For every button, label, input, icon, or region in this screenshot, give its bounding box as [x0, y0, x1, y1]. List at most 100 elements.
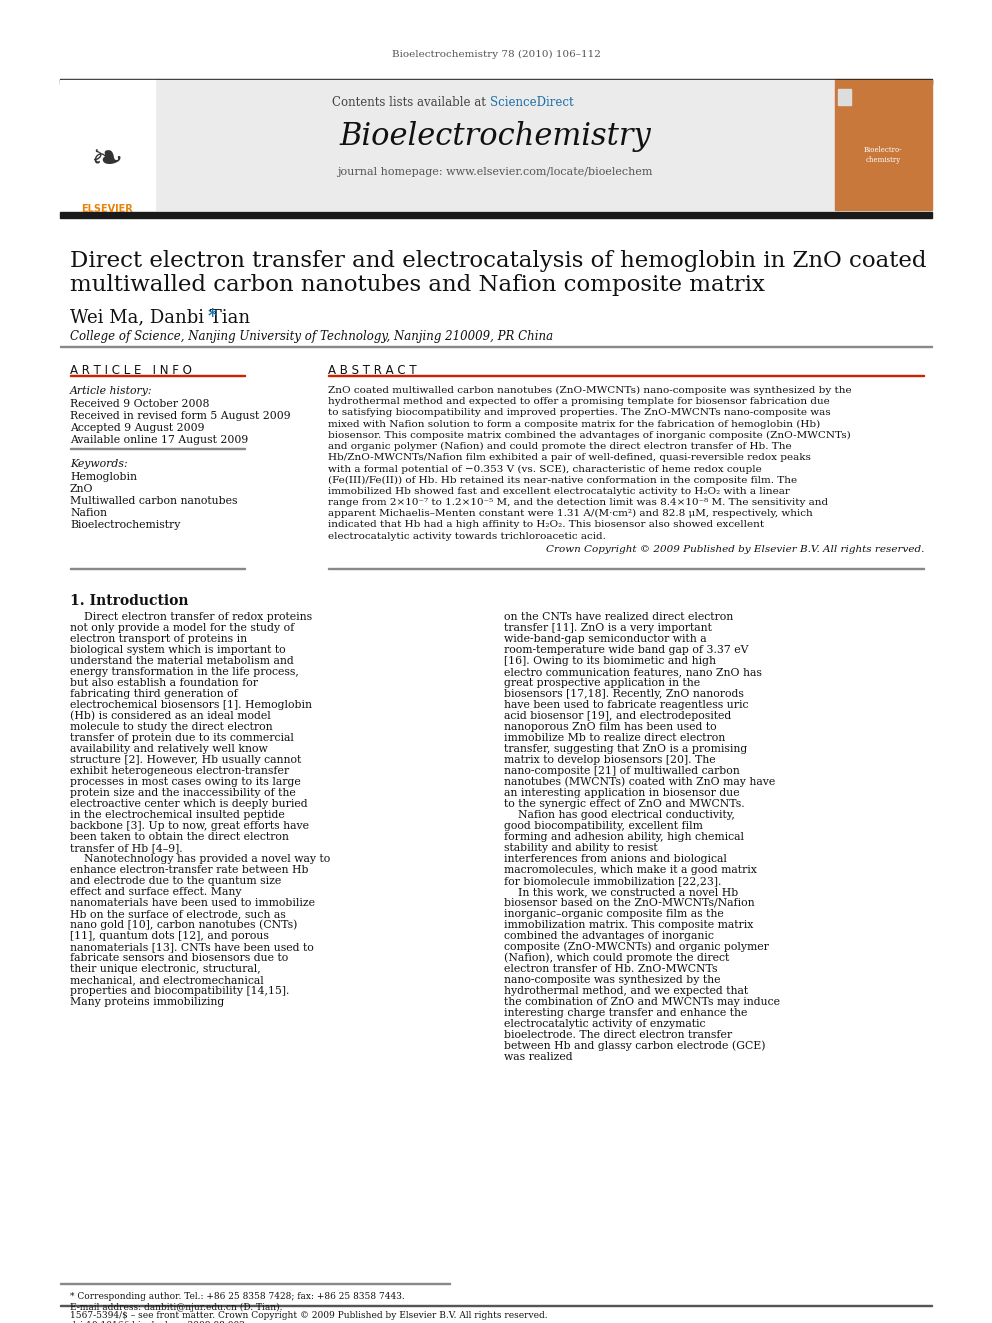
Text: A R T I C L E   I N F O: A R T I C L E I N F O	[70, 364, 191, 377]
Text: (Hb) is considered as an ideal model: (Hb) is considered as an ideal model	[70, 710, 271, 721]
Text: electro communication features, nano ZnO has: electro communication features, nano ZnO…	[504, 667, 762, 677]
Bar	[155, 79, 835, 210]
Bar	[838, 89, 851, 105]
Text: properties and biocompatibility [14,15].: properties and biocompatibility [14,15].	[70, 986, 290, 996]
Text: to the synergic effect of ZnO and MWCNTs.: to the synergic effect of ZnO and MWCNTs…	[504, 799, 745, 808]
Text: electrocatalytic activity towards trichloroacetic acid.: electrocatalytic activity towards trichl…	[328, 532, 606, 541]
Bar	[60, 212, 932, 218]
Text: Bioelectrochemistry: Bioelectrochemistry	[339, 122, 651, 152]
Text: biosensor based on the ZnO-MWCNTs/Nafion: biosensor based on the ZnO-MWCNTs/Nafion	[504, 898, 755, 908]
Text: electrochemical biosensors [1]. Hemoglobin: electrochemical biosensors [1]. Hemoglob…	[70, 700, 312, 710]
Text: good biocompatibility, excellent film: good biocompatibility, excellent film	[504, 820, 703, 831]
Text: Crown Copyright © 2009 Published by Elsevier B.V. All rights reserved.: Crown Copyright © 2009 Published by Else…	[546, 545, 924, 554]
Text: College of Science, Nanjing University of Technology, Nanjing 210009, PR China: College of Science, Nanjing University o…	[70, 329, 554, 343]
Text: Many proteins immobilizing: Many proteins immobilizing	[70, 996, 224, 1007]
Text: electrocatalytic activity of enzymatic: electrocatalytic activity of enzymatic	[504, 1019, 705, 1029]
Text: interferences from anions and biological: interferences from anions and biological	[504, 853, 727, 864]
Text: biosensors [17,18]. Recently, ZnO nanorods: biosensors [17,18]. Recently, ZnO nanoro…	[504, 689, 744, 699]
Text: apparent Michaelis–Menten constant were 1.31 A/(M·cm²) and 82.8 μM, respectively: apparent Michaelis–Menten constant were …	[328, 509, 812, 519]
Text: fabricating third generation of: fabricating third generation of	[70, 689, 238, 699]
Text: Keywords:: Keywords:	[70, 459, 128, 468]
Text: Hb on the surface of electrode, such as: Hb on the surface of electrode, such as	[70, 909, 286, 918]
Text: great prospective application in the: great prospective application in the	[504, 677, 700, 688]
Text: immobilization matrix. This composite matrix: immobilization matrix. This composite ma…	[504, 919, 753, 930]
Text: E-mail address: danbiti@njur.edu.cn (D. Tian).: E-mail address: danbiti@njur.edu.cn (D. …	[70, 1303, 283, 1312]
Text: in the electrochemical insulted peptide: in the electrochemical insulted peptide	[70, 810, 285, 820]
Text: ZnO: ZnO	[70, 484, 93, 493]
Text: macromolecules, which make it a good matrix: macromolecules, which make it a good mat…	[504, 865, 757, 875]
Text: Nanotechnology has provided a novel way to: Nanotechnology has provided a novel way …	[70, 853, 330, 864]
Text: availability and relatively well know: availability and relatively well know	[70, 744, 268, 754]
Text: structure [2]. However, Hb usually cannot: structure [2]. However, Hb usually canno…	[70, 755, 302, 765]
Text: ❧: ❧	[90, 142, 123, 179]
Text: Direct electron transfer and electrocatalysis of hemoglobin in ZnO coated: Direct electron transfer and electrocata…	[70, 250, 927, 273]
Text: wide-band-gap semiconductor with a: wide-band-gap semiconductor with a	[504, 634, 706, 644]
Text: *: *	[208, 308, 217, 325]
Text: biological system which is important to: biological system which is important to	[70, 644, 286, 655]
Text: Available online 17 August 2009: Available online 17 August 2009	[70, 435, 248, 445]
Text: hydrothermal method and expected to offer a promising template for biosensor fab: hydrothermal method and expected to offe…	[328, 397, 829, 406]
Text: with a formal potential of −0.353 V (vs. SCE), characteristic of heme redox coup: with a formal potential of −0.353 V (vs.…	[328, 464, 762, 474]
Text: acid biosensor [19], and electrodeposited: acid biosensor [19], and electrodeposite…	[504, 710, 731, 721]
Text: nanomaterials [13]. CNTs have been used to: nanomaterials [13]. CNTs have been used …	[70, 942, 313, 951]
Text: Nafion has good electrical conductivity,: Nafion has good electrical conductivity,	[504, 810, 735, 820]
Text: 1567-5394/$ – see front matter. Crown Copyright © 2009 Published by Elsevier B.V: 1567-5394/$ – see front matter. Crown Co…	[70, 1311, 548, 1320]
Text: on the CNTs have realized direct electron: on the CNTs have realized direct electro…	[504, 611, 733, 622]
Text: mixed with Nafion solution to form a composite matrix for the fabrication of hem: mixed with Nafion solution to form a com…	[328, 419, 820, 429]
Text: composite (ZnO-MWCNTs) and organic polymer: composite (ZnO-MWCNTs) and organic polym…	[504, 942, 769, 953]
Text: been taken to obtain the direct electron: been taken to obtain the direct electron	[70, 832, 289, 841]
Text: A B S T R A C T: A B S T R A C T	[328, 364, 417, 377]
Text: transfer, suggesting that ZnO is a promising: transfer, suggesting that ZnO is a promi…	[504, 744, 747, 754]
Text: Multiwalled carbon nanotubes: Multiwalled carbon nanotubes	[70, 496, 237, 505]
Bar	[328, 374, 924, 376]
Text: matrix to develop biosensors [20]. The: matrix to develop biosensors [20]. The	[504, 755, 715, 765]
Text: but also establish a foundation for: but also establish a foundation for	[70, 677, 258, 688]
Text: journal homepage: www.elsevier.com/locate/bioelechem: journal homepage: www.elsevier.com/locat…	[337, 167, 653, 177]
Text: nanomaterials have been used to immobilize: nanomaterials have been used to immobili…	[70, 898, 315, 908]
Text: nano-composite was synthesized by the: nano-composite was synthesized by the	[504, 975, 720, 984]
Text: doi:10.1016/j.bioelechem.2009.08.002: doi:10.1016/j.bioelechem.2009.08.002	[70, 1320, 246, 1323]
Text: the combination of ZnO and MWCNTs may induce: the combination of ZnO and MWCNTs may in…	[504, 996, 780, 1007]
Text: inorganic–organic composite film as the: inorganic–organic composite film as the	[504, 909, 724, 918]
Text: not only provide a model for the study of: not only provide a model for the study o…	[70, 623, 295, 632]
Text: bioelectrode. The direct electron transfer: bioelectrode. The direct electron transf…	[504, 1029, 732, 1040]
Text: (Nafion), which could promote the direct: (Nafion), which could promote the direct	[504, 953, 729, 963]
Text: forming and adhesion ability, high chemical: forming and adhesion ability, high chemi…	[504, 832, 744, 841]
Text: nanoporous ZnO film has been used to: nanoporous ZnO film has been used to	[504, 722, 716, 732]
Text: have been used to fabricate reagentless uric: have been used to fabricate reagentless …	[504, 700, 749, 710]
Text: room-temperature wide band gap of 3.37 eV: room-temperature wide band gap of 3.37 e…	[504, 644, 749, 655]
Text: electron transport of proteins in: electron transport of proteins in	[70, 634, 247, 644]
Text: an interesting application in biosensor due: an interesting application in biosensor …	[504, 787, 740, 798]
Text: immobilized Hb showed fast and excellent electrocatalytic activity to H₂O₂ with : immobilized Hb showed fast and excellent…	[328, 487, 790, 496]
Text: Nafion: Nafion	[70, 508, 107, 519]
Text: transfer of Hb [4–9].: transfer of Hb [4–9].	[70, 843, 183, 853]
Bar	[835, 79, 932, 210]
Text: multiwalled carbon nanotubes and Nafion composite matrix: multiwalled carbon nanotubes and Nafion …	[70, 274, 765, 296]
Text: interesting charge transfer and enhance the: interesting charge transfer and enhance …	[504, 1008, 747, 1017]
Text: exhibit heterogeneous electron-transfer: exhibit heterogeneous electron-transfer	[70, 766, 289, 775]
Text: understand the material metabolism and: understand the material metabolism and	[70, 656, 294, 665]
Text: Article history:: Article history:	[70, 386, 153, 396]
Text: fabricate sensors and biosensors due to: fabricate sensors and biosensors due to	[70, 953, 289, 963]
Text: hydrothermal method, and we expected that: hydrothermal method, and we expected tha…	[504, 986, 748, 996]
Text: transfer [11]. ZnO is a very important: transfer [11]. ZnO is a very important	[504, 623, 712, 632]
Text: their unique electronic, structural,: their unique electronic, structural,	[70, 963, 261, 974]
Text: nanotubes (MWCNTs) coated with ZnO may have: nanotubes (MWCNTs) coated with ZnO may h…	[504, 777, 776, 787]
Text: Bioelectro-
chemistry: Bioelectro- chemistry	[864, 147, 903, 164]
Text: Direct electron transfer of redox proteins: Direct electron transfer of redox protei…	[70, 611, 312, 622]
Text: to satisfying biocompatibility and improved properties. The ZnO-MWCNTs nano-comp: to satisfying biocompatibility and impro…	[328, 409, 830, 417]
Text: backbone [3]. Up to now, great efforts have: backbone [3]. Up to now, great efforts h…	[70, 820, 309, 831]
Text: ZnO coated multiwalled carbon nanotubes (ZnO-MWCNTs) nano-composite was synthesi: ZnO coated multiwalled carbon nanotubes …	[328, 386, 851, 396]
Text: biosensor. This composite matrix combined the advantages of inorganic composite : biosensor. This composite matrix combine…	[328, 431, 851, 441]
Text: protein size and the inaccessibility of the: protein size and the inaccessibility of …	[70, 787, 296, 798]
Text: Wei Ma, Danbi Tian: Wei Ma, Danbi Tian	[70, 308, 256, 325]
Text: combined the advantages of inorganic: combined the advantages of inorganic	[504, 931, 714, 941]
Text: molecule to study the direct electron: molecule to study the direct electron	[70, 722, 273, 732]
Text: (Fe(III)/Fe(II)) of Hb. Hb retained its near-native conformation in the composit: (Fe(III)/Fe(II)) of Hb. Hb retained its …	[328, 475, 798, 484]
Text: mechanical, and electromechanical: mechanical, and electromechanical	[70, 975, 264, 984]
Text: Bioelectrochemistry 78 (2010) 106–112: Bioelectrochemistry 78 (2010) 106–112	[392, 50, 600, 60]
Text: for biomolecule immobilization [22,23].: for biomolecule immobilization [22,23].	[504, 876, 721, 886]
Text: Accepted 9 August 2009: Accepted 9 August 2009	[70, 423, 204, 433]
Text: Contents lists available at: Contents lists available at	[332, 95, 490, 108]
Text: [16]. Owing to its biomimetic and high: [16]. Owing to its biomimetic and high	[504, 656, 716, 665]
